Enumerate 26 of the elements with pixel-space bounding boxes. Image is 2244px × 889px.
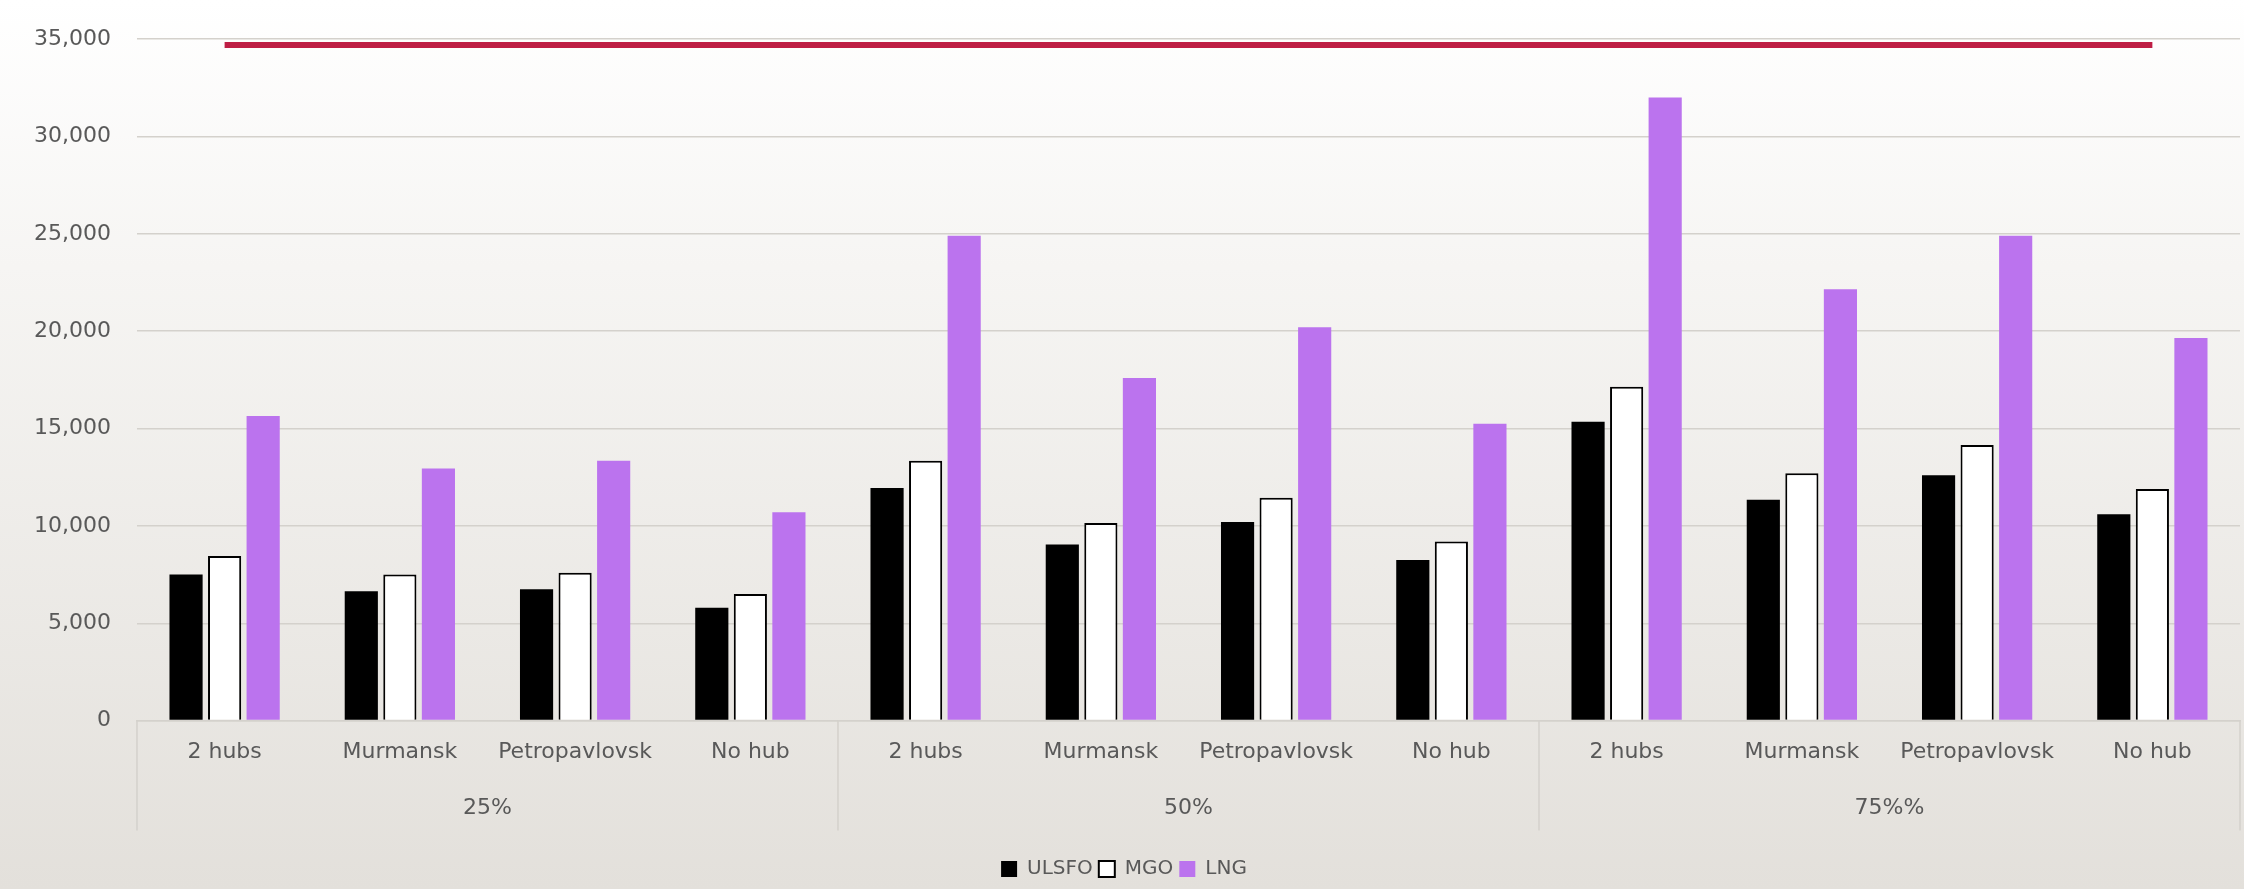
x-tick-label: Petropavlovsk [498,737,653,763]
legend-label: ULSFO [1027,855,1093,880]
x-tick-label: 2 hubs [187,737,262,763]
x-tick-label: No hub [2112,737,2192,763]
x-tick-label: No hub [710,737,790,763]
y-tick-label: 10,000 [33,511,111,537]
text: 50% [1164,794,1213,820]
x-tick-label: Murmansk [1043,737,1159,763]
y-tick-label: 15,000 [33,414,111,440]
y-tick-label: 25,000 [33,219,111,245]
x-tick-label: 2 hubs [888,737,963,763]
x-tick-label: 2 hubs [1589,737,1664,763]
y-tick-label: 30,000 [33,122,111,148]
legend-label: LNG [1205,855,1247,880]
x-tick-label: Murmansk [342,737,458,763]
y-tick-label: 35,000 [33,24,111,50]
text: 75%% [1854,794,1925,820]
x-tick-label: No hub [1411,737,1491,763]
x-tick-label: Petropavlovsk [1900,737,2055,763]
x-tick-label: Murmansk [1744,737,1860,763]
legend-label: MGO [1124,855,1174,880]
y-tick-label: 5,000 [47,608,111,634]
text: 25% [463,794,512,820]
x-tick-label: Petropavlovsk [1199,737,1354,763]
y-tick-label: 20,000 [33,316,111,342]
y-tick-label: 0 [96,706,111,732]
